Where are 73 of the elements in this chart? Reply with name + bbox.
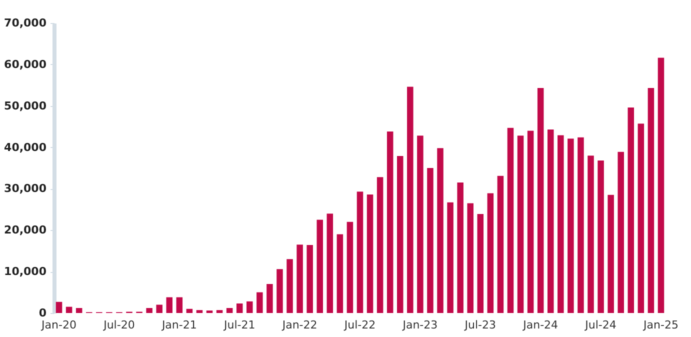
bar: [196, 310, 203, 313]
x-tick-label: Jul-20: [102, 318, 135, 332]
bar: [176, 297, 183, 313]
bar: [598, 160, 604, 313]
bar: [537, 88, 544, 313]
bar: [427, 168, 434, 313]
bar: [517, 136, 524, 313]
bar: [437, 148, 444, 313]
bar: [186, 308, 193, 313]
x-tick-label: Jan-25: [642, 318, 678, 332]
bar: [256, 292, 263, 313]
x-tick-label: Jul-21: [222, 318, 256, 332]
bar: [276, 269, 283, 313]
bar: [608, 194, 614, 313]
bar: [648, 88, 654, 313]
bar: [658, 58, 664, 313]
bar: [568, 138, 574, 313]
bar: [407, 86, 414, 313]
y-tick-label: 60,000: [4, 58, 47, 71]
x-tick-label: Jul-24: [584, 318, 616, 332]
bar: [618, 152, 624, 313]
x-tick-label: Jan-22: [281, 318, 318, 332]
bar: [477, 214, 484, 313]
bar: [447, 202, 454, 313]
bar: [386, 132, 394, 313]
bar: [326, 214, 334, 313]
bar: [286, 259, 293, 313]
bar: [316, 220, 323, 313]
x-tick-label: Jan-21: [160, 318, 197, 332]
bar: [467, 203, 474, 313]
bar: [588, 156, 594, 313]
bar: [578, 137, 584, 313]
y-tick-label: 20,000: [4, 224, 47, 237]
y-tick-label: 30,000: [4, 182, 47, 196]
bar: [56, 302, 62, 313]
bar: [76, 308, 82, 313]
bar: [166, 297, 173, 313]
bar: [336, 234, 344, 313]
bar: [507, 128, 514, 313]
bar: [547, 129, 554, 313]
bar: [628, 108, 634, 313]
y-tick-label: 50,000: [4, 99, 47, 112]
bar: [527, 130, 534, 313]
bar: [397, 156, 404, 313]
bar: [417, 136, 424, 313]
y-tick-label: 0: [38, 306, 47, 320]
bar: [226, 308, 233, 313]
x-tick-label: Jan-20: [40, 318, 76, 332]
y-tick-label: 70,000: [4, 16, 47, 30]
x-tick-label: Jul-22: [343, 318, 376, 332]
bar: [376, 177, 384, 313]
bar: [346, 222, 354, 313]
bar: [266, 284, 273, 313]
bar: [66, 306, 72, 313]
bar: [366, 194, 374, 313]
y-tick-label: 10,000: [4, 265, 47, 278]
x-tick-label: Jan-23: [402, 318, 438, 332]
bar: [156, 304, 162, 313]
bar: [487, 193, 494, 313]
bar: [246, 301, 253, 313]
x-tick-label: Jan-24: [522, 318, 558, 332]
bar: [497, 176, 504, 313]
bar: [236, 303, 243, 313]
bar: [457, 182, 464, 313]
bar: [356, 192, 364, 313]
y-tick-label: 40,000: [4, 140, 47, 154]
bar: [306, 245, 313, 313]
bar: [638, 124, 644, 313]
bar: [296, 244, 303, 313]
bar: [216, 310, 223, 313]
bar: [558, 135, 564, 313]
x-tick-label: Jul-23: [464, 318, 496, 332]
bar: [146, 308, 152, 313]
